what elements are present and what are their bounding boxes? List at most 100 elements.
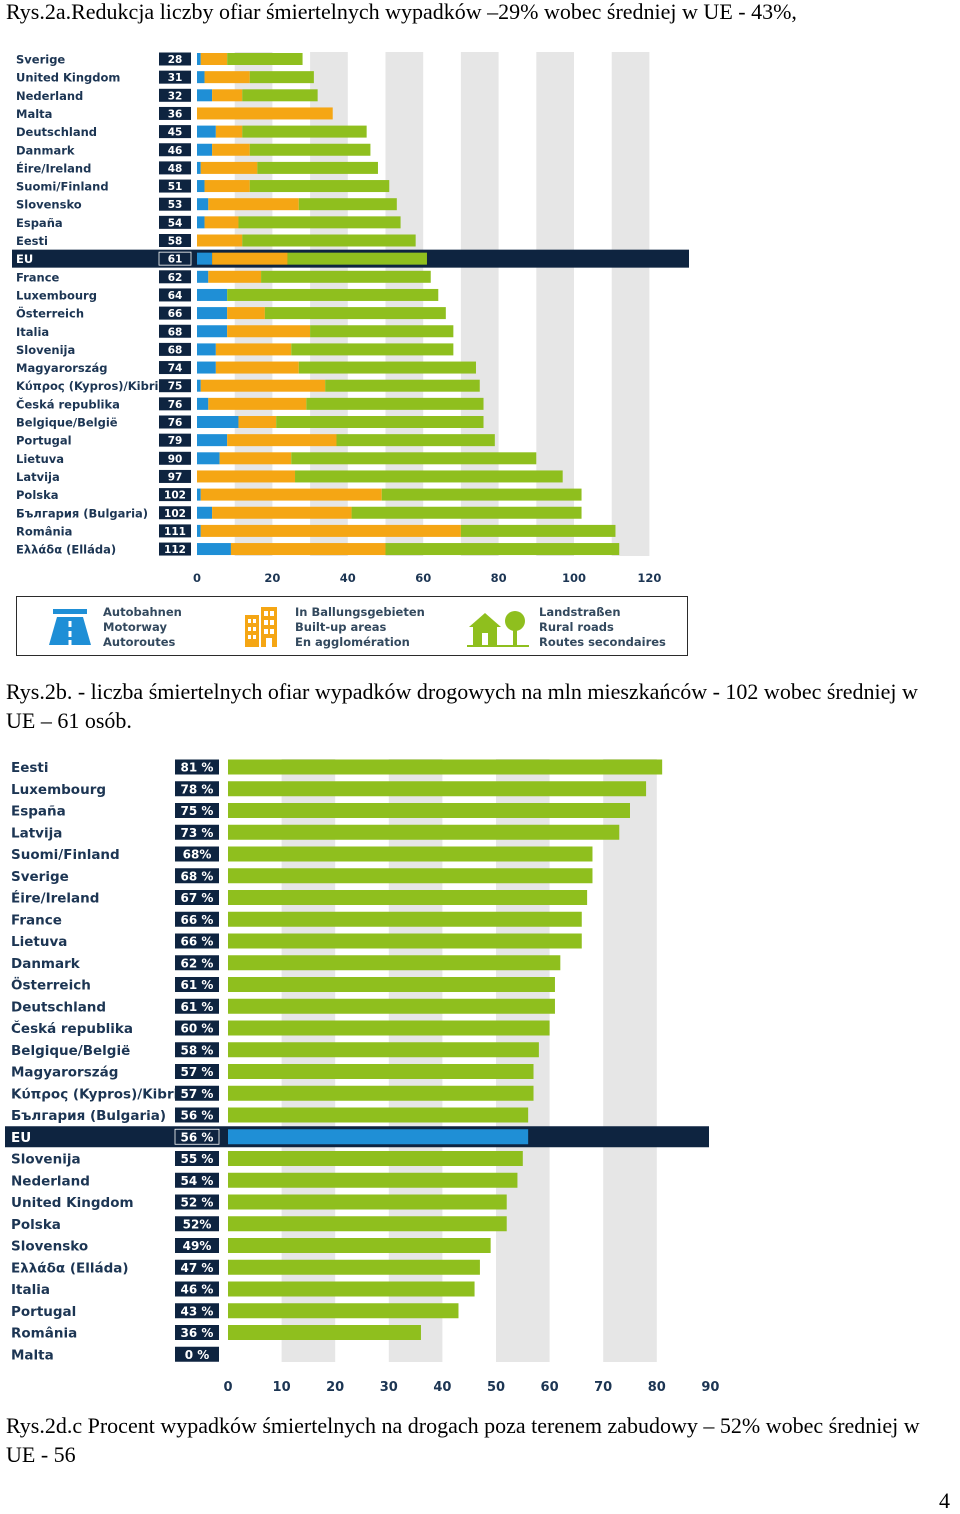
total-label-united-kingdom: 31 (168, 72, 183, 84)
value-label-united-kingdom: 52 % (181, 1196, 214, 1210)
country-label-espana: España (16, 216, 63, 230)
caption-fig-2d: Rys.2d.c Procent wypadków śmiertelnych n… (6, 1413, 920, 1467)
legend-rural-fr: Routes secondaires (539, 634, 666, 649)
x-tick-label: 40 (433, 1380, 451, 1395)
bar-motorway-lietuva (197, 452, 220, 465)
bar-rural-bulgaria (351, 506, 582, 519)
value-label-eu: 56 % (181, 1130, 214, 1144)
bar-rural-romania (460, 524, 616, 537)
total-box (159, 70, 191, 84)
total-box (159, 125, 191, 139)
bar-built-up-romania (200, 524, 461, 537)
value-box (175, 1085, 219, 1101)
bar-rural-deutschland (242, 125, 367, 138)
x-tick-label: 120 (637, 571, 661, 585)
bar-rural-slovensko (298, 198, 397, 211)
total-box (159, 433, 191, 447)
bar-nederland (228, 1172, 518, 1188)
bar-rural-italia (310, 325, 454, 338)
bar-rural-portugal (336, 434, 495, 447)
country-label-kypros-kibris: Κύπρος (Kypros)/Kibris (11, 1086, 186, 1102)
bar-motorway-nederland (197, 89, 213, 102)
value-label-ceska-republika: 60 % (181, 1022, 214, 1036)
total-box (159, 306, 191, 320)
x-tick-label: 40 (340, 571, 356, 585)
value-box (175, 1259, 219, 1275)
total-box (159, 469, 191, 483)
total-label-polska: 102 (164, 490, 186, 502)
total-label-portugal: 79 (168, 435, 183, 447)
x-tick-label: 0 (223, 1380, 232, 1395)
country-label-ceska-republika: Česká republika (11, 1019, 133, 1037)
value-box (175, 868, 219, 884)
total-box (159, 361, 191, 375)
bar-sverige (228, 868, 593, 884)
bar-portugal (228, 1303, 459, 1319)
value-box (175, 998, 219, 1014)
chart-rural-fatality-percentage: Eesti 81 % Luxembourg 78 % España 75 % Latvija… (5, 759, 719, 1395)
bar-rural-polska (381, 488, 582, 501)
bar-rural-magyarorszag (298, 361, 476, 374)
bar-motorway-ceska-republika (197, 397, 209, 410)
total-label-suomi-finland: 51 (168, 181, 183, 193)
country-label-bulgaria: България (Bulgaria) (16, 506, 148, 520)
value-label-magyarorszag: 57 % (181, 1065, 214, 1079)
value-label-eire-ireland: 67 % (181, 891, 214, 905)
country-label-eire-ireland: Éire/Ireland (11, 890, 99, 907)
legend-built-up-fr: En agglomération (295, 634, 410, 649)
value-box (175, 1172, 219, 1188)
total-label-slovensko: 53 (168, 199, 183, 211)
bar-united-kingdom (228, 1194, 507, 1210)
total-label-italia: 68 (168, 326, 183, 338)
bar-rural-united-kingdom (249, 71, 314, 84)
value-box (175, 759, 219, 775)
bar-motorway-bulgaria (197, 506, 213, 519)
bar-built-up-france (208, 270, 262, 283)
total-box (159, 415, 191, 429)
total-label-france: 62 (168, 272, 183, 284)
country-label-slovenija: Slovenija (16, 343, 75, 357)
bar-built-up-eesti (197, 234, 243, 247)
house-and-tree-icon (467, 611, 529, 647)
total-label-malta: 36 (168, 108, 183, 120)
country-label-ellada: Ελλάδα (Elláda) (11, 1260, 129, 1276)
bar-rural-kypros-kibris (325, 379, 480, 392)
value-box (175, 1064, 219, 1079)
bar-rural-france (261, 270, 431, 283)
total-label-magyarorszag: 74 (168, 363, 183, 375)
value-box (175, 1107, 219, 1123)
bar-italia (228, 1281, 475, 1297)
value-box (175, 977, 219, 992)
value-label-latvija: 73 % (181, 826, 214, 840)
country-label-sverige: Sverige (16, 53, 65, 67)
country-label-espana: España (11, 804, 66, 820)
legend-rural-en: Rural roads (539, 619, 614, 634)
total-label-osterreich: 66 (168, 308, 183, 320)
value-label-ellada: 47 % (181, 1261, 214, 1275)
total-box (159, 324, 191, 338)
x-tick-label: 60 (415, 571, 431, 585)
total-label-latvija: 97 (168, 471, 183, 483)
x-tick-label: 20 (264, 571, 280, 585)
bar-rural-eesti (242, 234, 416, 247)
bar-motorway-ellada (197, 543, 231, 556)
bar-built-up-osterreich (227, 307, 265, 320)
x-tick-label: 10 (273, 1380, 291, 1395)
total-label-slovenija: 68 (168, 344, 183, 356)
bar-built-up-bulgaria (212, 506, 352, 519)
bar-built-up-slovenija (215, 343, 292, 356)
country-label-lietuva: Lietuva (16, 452, 64, 466)
value-label-osterreich: 61 % (181, 978, 214, 992)
legend-built-up: In Ballungsgebieten Built-up areas En ag… (239, 605, 425, 649)
country-label-italia: Italia (16, 325, 49, 339)
bar-kypros-kibris (228, 1085, 534, 1101)
country-label-polska: Polska (11, 1217, 61, 1233)
value-label-luxembourg: 78 % (181, 782, 214, 796)
bar-rural-osterreich (264, 307, 446, 320)
country-label-portugal: Portugal (16, 434, 72, 448)
bar-built-up-italia (227, 325, 311, 338)
total-box (159, 88, 191, 102)
country-label-lietuva: Lietuva (11, 934, 67, 950)
value-label-italia: 46 % (181, 1283, 214, 1297)
bar-motorway-kypros-kibris (197, 379, 201, 392)
